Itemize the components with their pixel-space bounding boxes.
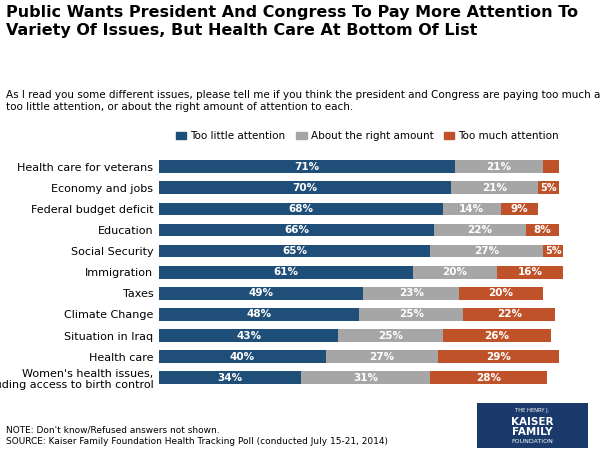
Text: 66%: 66% (284, 225, 309, 235)
Text: 14%: 14% (459, 204, 484, 214)
Legend: Too little attention, About the right amount, Too much attention: Too little attention, About the right am… (172, 127, 563, 145)
Text: 22%: 22% (467, 225, 493, 235)
Bar (301, 371, 430, 384)
Bar (159, 224, 434, 236)
Bar (542, 160, 559, 173)
Bar (159, 351, 326, 363)
Text: 71%: 71% (295, 162, 320, 172)
Bar (497, 266, 563, 279)
Bar (434, 224, 526, 236)
Text: 23%: 23% (399, 288, 424, 298)
Bar (430, 371, 547, 384)
Text: 5%: 5% (541, 183, 557, 193)
Text: 21%: 21% (482, 183, 507, 193)
Text: 31%: 31% (353, 373, 378, 383)
Bar (326, 351, 439, 363)
Bar (159, 181, 451, 194)
Text: 25%: 25% (378, 331, 403, 341)
Bar (501, 202, 538, 215)
Bar (463, 308, 555, 321)
Text: 20%: 20% (488, 288, 514, 298)
Bar (159, 266, 413, 279)
Text: FAMILY: FAMILY (512, 427, 553, 437)
Text: KAISER: KAISER (511, 417, 554, 427)
Bar (542, 245, 563, 257)
Bar (413, 266, 497, 279)
Bar (338, 329, 443, 342)
Text: As I read you some different issues, please tell me if you think the president a: As I read you some different issues, ple… (6, 90, 600, 112)
Bar (159, 287, 364, 300)
Text: 70%: 70% (292, 183, 317, 193)
Text: FOUNDATION: FOUNDATION (512, 439, 553, 445)
Text: 61%: 61% (274, 267, 299, 277)
Text: 22%: 22% (497, 310, 522, 320)
Text: 8%: 8% (534, 225, 551, 235)
Bar (159, 308, 359, 321)
Bar (455, 160, 542, 173)
Text: 48%: 48% (247, 310, 272, 320)
Text: 34%: 34% (217, 373, 242, 383)
Text: 21%: 21% (487, 162, 511, 172)
Text: 16%: 16% (518, 267, 542, 277)
Text: 65%: 65% (282, 246, 307, 256)
Bar (159, 202, 443, 215)
Bar (526, 224, 559, 236)
Bar (459, 287, 542, 300)
Bar (538, 181, 559, 194)
Text: 40%: 40% (230, 351, 255, 362)
Bar (443, 329, 551, 342)
Text: 43%: 43% (236, 331, 261, 341)
Text: 5%: 5% (545, 246, 562, 256)
Bar (159, 371, 301, 384)
Text: 25%: 25% (399, 310, 424, 320)
Bar (359, 308, 463, 321)
Text: Public Wants President And Congress To Pay More Attention To
Variety Of Issues, : Public Wants President And Congress To P… (6, 4, 578, 38)
Text: THE HENRY J.: THE HENRY J. (515, 408, 550, 414)
Text: 29%: 29% (487, 351, 511, 362)
Text: 20%: 20% (443, 267, 467, 277)
Text: 49%: 49% (248, 288, 274, 298)
Bar (451, 181, 538, 194)
Bar (430, 245, 542, 257)
Bar (443, 202, 501, 215)
Bar (159, 329, 338, 342)
Bar (159, 245, 430, 257)
Text: 27%: 27% (474, 246, 499, 256)
Text: 27%: 27% (370, 351, 395, 362)
Bar (159, 160, 455, 173)
Text: NOTE: Don't know/Refused answers not shown.
SOURCE: Kaiser Family Foundation Hea: NOTE: Don't know/Refused answers not sho… (6, 425, 388, 446)
Text: 28%: 28% (476, 373, 501, 383)
Text: 9%: 9% (511, 204, 529, 214)
Text: 68%: 68% (288, 204, 313, 214)
Bar (364, 287, 459, 300)
Text: 26%: 26% (484, 331, 509, 341)
Bar (439, 351, 559, 363)
